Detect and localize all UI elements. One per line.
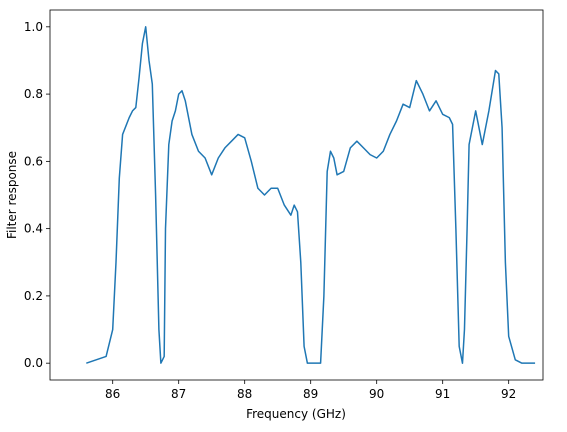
x-tick-label: 92 xyxy=(501,387,516,401)
y-tick-label: 0.0 xyxy=(24,356,43,370)
y-tick-label: 0.6 xyxy=(24,154,43,168)
x-axis-label: Frequency (GHz) xyxy=(246,407,346,421)
y-tick-label: 1.0 xyxy=(24,20,43,34)
x-tick-label: 88 xyxy=(237,387,252,401)
line-series xyxy=(86,26,536,364)
y-axis-label: Filter response xyxy=(5,151,19,239)
x-tick-label: 91 xyxy=(435,387,450,401)
y-tick-label: 0.8 xyxy=(24,87,43,101)
x-tick-label: 90 xyxy=(369,387,384,401)
x-tick-label: 86 xyxy=(105,387,120,401)
y-tick-label: 0.2 xyxy=(24,289,43,303)
plot-frame xyxy=(49,9,544,381)
y-tick-label: 0.4 xyxy=(24,222,43,236)
x-tick-label: 87 xyxy=(171,387,186,401)
x-tick-label: 89 xyxy=(303,387,318,401)
